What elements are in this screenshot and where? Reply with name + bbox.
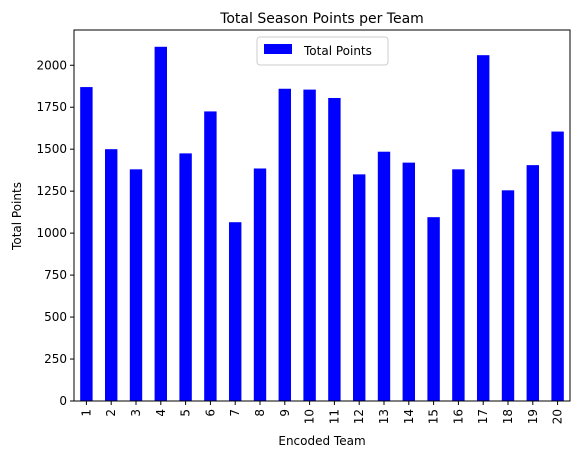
x-tick-label: 8 xyxy=(253,409,267,417)
y-tick-label: 1750 xyxy=(36,100,67,114)
bar-team-3 xyxy=(129,169,143,401)
y-tick-label: 1000 xyxy=(36,226,67,240)
x-tick-label: 7 xyxy=(228,409,242,417)
x-tick-label: 10 xyxy=(303,409,317,424)
legend-swatch xyxy=(264,44,292,54)
bar-team-13 xyxy=(377,151,391,401)
bar-team-1 xyxy=(80,87,93,402)
x-axis: 1 2 3 4 5 6 7 8 9 10 11 12 13 14 15 16 17 18 19 20 xyxy=(79,401,565,424)
x-tick-label: 16 xyxy=(451,409,465,424)
x-tick-label: 20 xyxy=(551,409,565,424)
x-tick-label: 13 xyxy=(377,409,391,424)
bar-team-11 xyxy=(328,97,341,402)
x-tick-label: 17 xyxy=(476,409,490,424)
x-tick-label: 14 xyxy=(402,409,416,424)
bar-team-6 xyxy=(204,111,217,401)
x-tick-label: 15 xyxy=(427,409,441,424)
y-tick-label: 1500 xyxy=(36,142,67,156)
bar-team-4 xyxy=(154,46,167,402)
y-tick-label: 2000 xyxy=(36,58,67,72)
bar-team-16 xyxy=(452,169,465,401)
bar-team-17 xyxy=(477,55,490,401)
bar-team-18 xyxy=(501,190,515,401)
x-axis-label: Encoded Team xyxy=(278,434,365,448)
x-tick-label: 4 xyxy=(154,409,168,417)
x-tick-label: 19 xyxy=(526,409,540,424)
y-tick-label: 500 xyxy=(44,310,67,324)
bar-team-10 xyxy=(303,89,316,401)
bars xyxy=(80,46,564,402)
y-tick-label: 250 xyxy=(44,352,67,366)
bar-team-5 xyxy=(179,153,192,401)
x-tick-label: 1 xyxy=(79,409,93,417)
y-tick-label: 1250 xyxy=(36,184,67,198)
bar-team-14 xyxy=(402,162,415,401)
bar-team-8 xyxy=(253,168,267,401)
y-axis-label: Total Points xyxy=(10,182,24,251)
y-tick-label: 0 xyxy=(59,394,67,408)
legend: Total Points xyxy=(256,36,389,66)
plot-frame xyxy=(73,29,571,402)
legend-label: Total Points xyxy=(303,44,372,58)
x-tick-label: 18 xyxy=(501,409,515,424)
x-tick-label: 12 xyxy=(352,409,366,424)
x-tick-label: 5 xyxy=(179,409,193,417)
x-tick-label: 2 xyxy=(104,409,118,417)
bar-team-20 xyxy=(551,131,564,401)
bar-team-7 xyxy=(229,222,242,401)
y-tick-label: 750 xyxy=(44,268,67,282)
bar-team-19 xyxy=(526,165,539,401)
x-tick-label: 6 xyxy=(203,409,217,417)
y-axis: 0 250 500 750 1000 1250 1500 1750 2000 xyxy=(36,58,74,408)
bar-team-9 xyxy=(278,88,291,402)
chart-title: Total Season Points per Team xyxy=(219,11,424,27)
bar-team-15 xyxy=(427,217,440,401)
x-tick-label: 9 xyxy=(278,409,292,417)
bar-team-12 xyxy=(353,174,366,401)
x-tick-label: 3 xyxy=(129,409,143,417)
bar-team-2 xyxy=(105,149,118,401)
x-tick-label: 11 xyxy=(327,409,341,424)
